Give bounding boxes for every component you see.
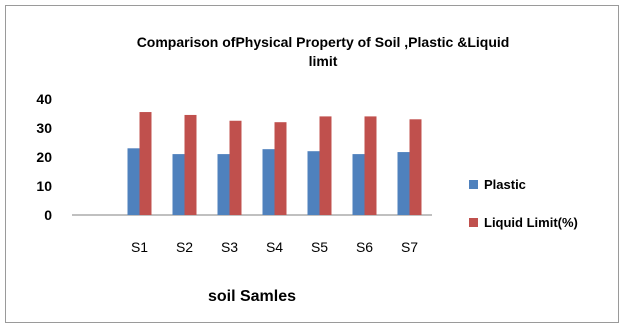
bar-marks: [127, 112, 422, 215]
y-tick-label: 20: [36, 149, 52, 165]
x-axis-label: soil Samles: [208, 288, 296, 305]
bar-plastic-s4: [262, 149, 275, 215]
legend-swatch-plastic: [469, 180, 478, 189]
bar-plastic-s2: [172, 154, 185, 215]
x-axis-categories: S1 S2 S3 S4 S5 S6 S7: [131, 239, 418, 255]
bar-liquid-limit-s7: [409, 119, 422, 215]
category-label-s1: S1: [131, 239, 148, 255]
chart-title-line-2: limit: [309, 53, 338, 69]
y-axis-ticks: 0 10 20 30 40: [36, 91, 52, 223]
bar-liquid-limit-s5: [319, 116, 332, 215]
chart-title-line-1: Comparison ofPhysical Property of Soil ,…: [137, 34, 510, 50]
category-label-s6: S6: [356, 239, 373, 255]
legend-swatch-liquid-limit: [469, 218, 478, 227]
legend-label-liquid-limit: Liquid Limit(%): [484, 215, 578, 230]
category-label-s2: S2: [176, 239, 193, 255]
bar-liquid-limit-s6: [364, 116, 377, 215]
bar-plastic-s7: [397, 152, 410, 215]
bar-liquid-limit-s1: [139, 112, 152, 215]
bar-liquid-limit-s3: [229, 120, 242, 215]
category-label-s7: S7: [401, 239, 418, 255]
y-tick-label: 40: [36, 91, 52, 107]
bar-liquid-limit-s4: [274, 122, 287, 215]
legend-label-plastic: Plastic: [484, 177, 526, 192]
bar-plastic-s5: [307, 151, 320, 215]
bar-plastic-s1: [127, 148, 140, 215]
bar-plastic-s6: [352, 154, 365, 215]
bar-plastic-s3: [217, 154, 230, 215]
y-tick-label: 0: [44, 207, 52, 223]
y-tick-label: 10: [36, 178, 52, 194]
bar-liquid-limit-s2: [184, 114, 197, 215]
y-tick-label: 30: [36, 120, 52, 136]
category-label-s4: S4: [266, 239, 283, 255]
category-label-s3: S3: [221, 239, 238, 255]
legend: Plastic Liquid Limit(%): [469, 177, 578, 230]
category-label-s5: S5: [311, 239, 328, 255]
